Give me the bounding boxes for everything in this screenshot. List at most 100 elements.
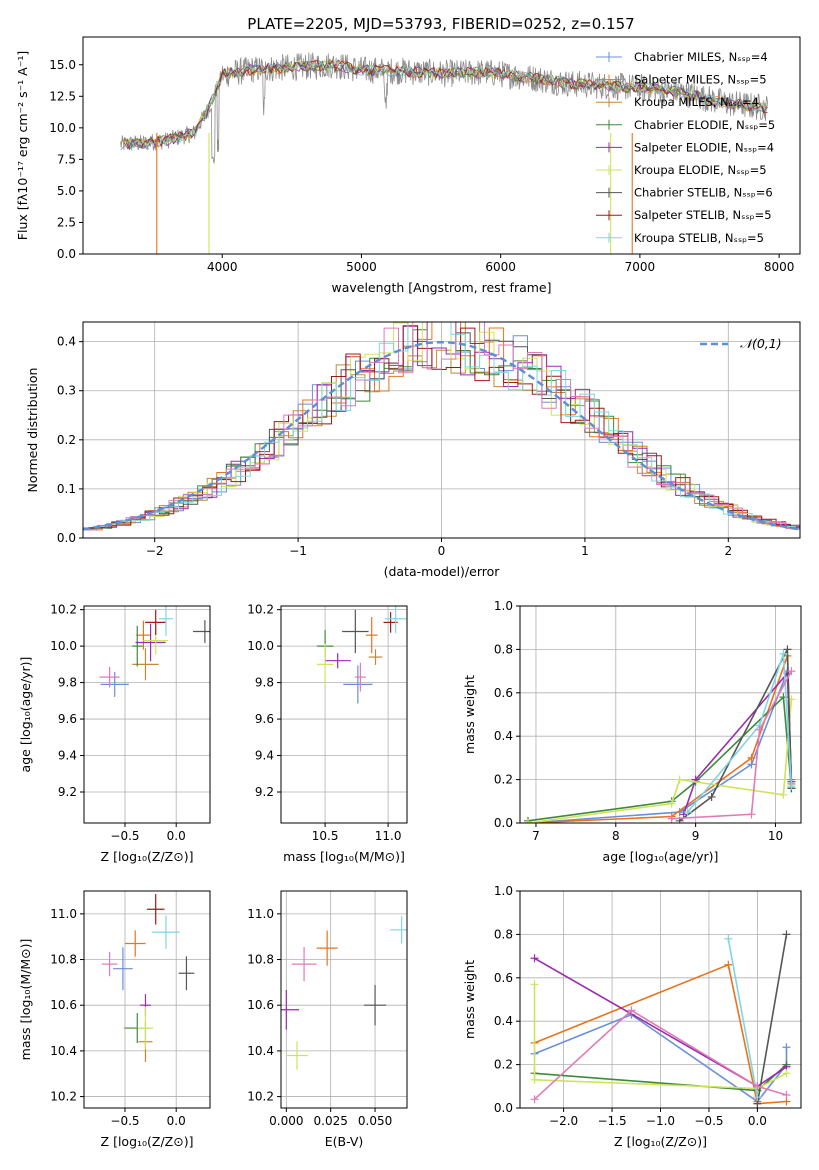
weight-point-marker <box>783 645 792 654</box>
spectrum-frame <box>82 36 801 255</box>
residuals-xtick-label: −1 <box>289 544 307 558</box>
weight-point-marker <box>530 1075 539 1084</box>
mass_vs_Z-ylabel: mass [log₁₀(M/M⊙)] <box>18 939 33 1061</box>
gaussian-curve <box>83 340 800 531</box>
residuals-ylabel: Normed distribution <box>25 368 40 493</box>
mass_weight_vs_age-ytick-label: 0.2 <box>494 773 513 787</box>
weight-point-marker <box>779 649 788 658</box>
spectrum-xtick-label: 7000 <box>625 260 656 274</box>
mass_weight_vs_age-ytick-label: 0.4 <box>494 729 513 743</box>
residuals-xlabel: (data-model)/error <box>384 564 501 579</box>
mass_vs_ebv-xtick-label: 0.050 <box>358 1114 392 1128</box>
age_vs_mass-ytick-label: 10.2 <box>247 603 274 617</box>
figure-title: PLATE=2205, MJD=53793, FIBERID=0252, z=0… <box>247 15 634 33</box>
mass_vs_Z-ytick-label: 10.6 <box>50 998 77 1012</box>
weight-series-line <box>679 649 793 822</box>
residuals-ytick-label: 0.4 <box>57 335 76 349</box>
weight-point-marker <box>667 814 676 823</box>
mass_vs_Z-xlabel: Z [log₁₀(Z/Z⊙)] <box>101 1134 194 1149</box>
histogram-step <box>83 322 800 530</box>
spectrum-model-line <box>128 59 766 151</box>
spectrum-ytick-label: 7.5 <box>57 152 76 166</box>
age_vs_Z-ytick-label: 9.2 <box>58 785 77 799</box>
mass_weight_vs_age-frame <box>519 605 802 824</box>
mass_vs_ebv-xlabel: E(B-V) <box>325 1134 364 1149</box>
residuals-frame <box>82 321 801 539</box>
legend-label: Kroupa ELODIE, Nₛₛₚ=5 <box>634 163 767 177</box>
weight-point-marker <box>787 667 796 676</box>
weight-series-line <box>534 963 787 1105</box>
age_vs_Z-ytick-label: 10.2 <box>50 603 77 617</box>
age_vs_mass-xlabel: mass [log₁₀(M/M⊙)] <box>283 849 405 864</box>
mass_vs_ebv-panel: 0.000 0.025 0.050 10.2 10.4 10.6 10.8 11.0 E(B-V… <box>247 890 408 1149</box>
weight-series-line <box>756 934 788 1104</box>
age_vs_Z-plot-area <box>99 606 210 697</box>
mass_vs_Z-ytick-label: 10.4 <box>50 1044 77 1058</box>
age_vs_Z-xlabel: Z [log₁₀(Z/Z⊙)] <box>101 849 194 864</box>
mass_weight_vs_age-plot-area <box>523 645 796 823</box>
age_vs_mass-frame <box>280 605 408 824</box>
weight-point-marker <box>753 1082 762 1091</box>
weight-point-marker <box>523 819 532 823</box>
spectrum-panel: 4000 5000 6000 7000 8000 0.0 2.5 5.0 7.5 10.0 12.5… <box>15 36 801 295</box>
age_vs_mass-ytick-label: 10.0 <box>247 639 274 653</box>
mass_weight_vs_Z-ytick-label: 0.4 <box>494 1014 513 1028</box>
spectrum-xtick-label: 4000 <box>207 260 238 274</box>
mass_weight_vs_Z-ytick-label: 0.2 <box>494 1058 513 1072</box>
weight-point-marker <box>755 725 764 734</box>
spectrum-xtick-label: 8000 <box>764 260 795 274</box>
spectrum-xlabel: wavelength [Angstrom, rest frame] <box>331 280 551 295</box>
mass_weight_vs_Z-frame <box>519 890 802 1109</box>
mass_vs_ebv-ytick-label: 10.8 <box>247 953 274 967</box>
mass_vs_Z-xtick-label: −0.5 <box>110 1114 139 1128</box>
mass_vs_Z-ytick-label: 10.2 <box>50 1090 77 1104</box>
mass_vs_Z-ytick-label: 11.0 <box>50 907 77 921</box>
weight-series-line <box>727 938 759 1098</box>
mass_weight_vs_Z-ytick-label: 0.0 <box>494 1101 513 1115</box>
mass_vs_ebv-ytick-label: 10.2 <box>247 1090 274 1104</box>
legend-label: Salpeter ELODIE, Nₛₛₚ=4 <box>634 140 774 154</box>
legend-label: Chabrier STELIB, Nₛₛₚ=6 <box>634 186 773 200</box>
age_vs_mass-ytick-label: 9.8 <box>255 676 274 690</box>
mass_weight_vs_age-xtick-label: 7 <box>532 829 540 843</box>
mass_weight_vs_Z-xtick-label: −2.0 <box>549 1114 578 1128</box>
mass_weight_vs_age-ytick-label: 1.0 <box>494 599 513 613</box>
histogram-step <box>87 325 800 529</box>
weight-point-marker <box>667 799 676 808</box>
weight-point-marker <box>530 954 539 963</box>
mass_weight_vs_age-ytick-label: 0.8 <box>494 642 513 656</box>
mass_vs_Z-frame <box>83 890 211 1109</box>
mass_vs_Z-ytick-label: 10.8 <box>50 953 77 967</box>
residuals-ytick-label: 0.3 <box>57 384 76 398</box>
spectrum-ylabel: Flux [fλ10⁻¹⁷ erg cm⁻² s⁻¹ A⁻¹] <box>15 51 30 240</box>
spectrum-ytick-label: 15.0 <box>49 58 76 72</box>
legend-label: Kroupa MILES, Nₛₛₚ=4 <box>634 95 759 109</box>
mass_weight_vs_age-xlabel: age [log₁₀(age/yr)] <box>603 849 719 864</box>
weight-point-marker <box>782 930 791 939</box>
residuals-ytick-label: 0.0 <box>57 531 76 545</box>
weight-point-marker <box>530 1095 539 1104</box>
residuals-xtick-label: 1 <box>581 544 589 558</box>
mass_vs_ebv-plot-area <box>281 916 407 1070</box>
mass_vs_Z-xtick-label: 0.0 <box>167 1114 186 1128</box>
weight-point-marker <box>707 792 716 801</box>
weight-point-marker <box>675 775 684 784</box>
spectrum-ytick-label: 10.0 <box>49 121 76 135</box>
residuals-xtick-label: −2 <box>146 544 164 558</box>
age_vs_Z-panel: −0.5 0.0 9.2 9.4 9.6 9.8 10.0 10.2 Z [log₁₀(Z/Z⊙… <box>18 603 211 864</box>
mass_weight_vs_Z-ytick-label: 1.0 <box>494 884 513 898</box>
legend-label: Kroupa STELIB, Nₛₛₚ=5 <box>634 231 764 245</box>
weight-point-marker <box>683 808 692 817</box>
age_vs_Z-ytick-label: 9.4 <box>58 749 77 763</box>
weight-point-marker <box>747 753 756 762</box>
spectrum-plot-area <box>120 52 769 254</box>
mass_weight_vs_Z-xtick-label: −0.5 <box>694 1114 723 1128</box>
mass_weight_vs_Z-xlabel: Z [log₁₀(Z/Z⊙)] <box>614 1134 707 1149</box>
mass_weight_vs_Z-ytick-label: 0.6 <box>494 971 513 985</box>
mass_weight_vs_Z-xtick-label: −1.5 <box>597 1114 626 1128</box>
age_vs_mass-xtick-label: 10.5 <box>312 829 339 843</box>
spectrum-ytick-label: 2.5 <box>57 215 76 229</box>
age_vs_mass-ytick-label: 9.4 <box>255 749 274 763</box>
weight-point-marker <box>782 1069 791 1078</box>
